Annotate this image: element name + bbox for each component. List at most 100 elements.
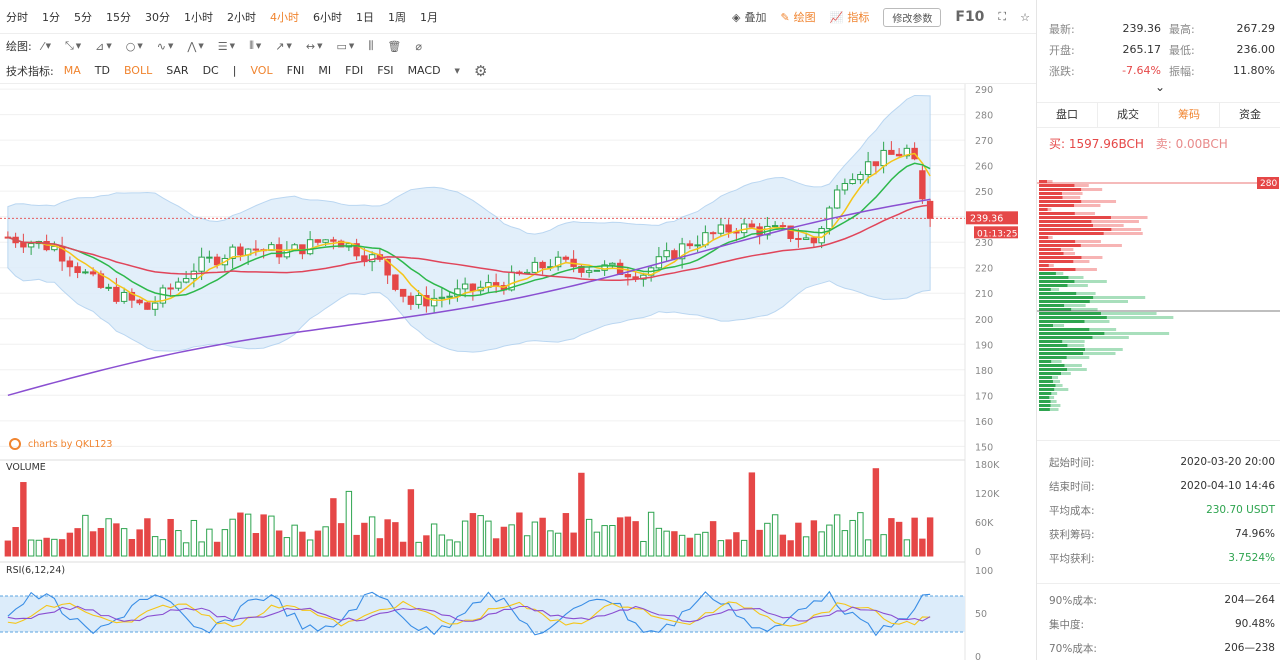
indicator-button[interactable]: 📈 指标 [830, 9, 870, 25]
tab-1[interactable]: 成交 [1098, 103, 1159, 127]
rsi12-line [7, 600, 931, 628]
candle-body [322, 239, 329, 243]
volume-bar [446, 539, 453, 557]
wave-tool-icon[interactable]: ∿ ▼ [156, 39, 174, 53]
tab-0[interactable]: 盘口 [1037, 103, 1098, 127]
expand-chevron-icon[interactable]: ⌄ [1155, 80, 1166, 94]
volume-bar [911, 517, 918, 557]
candle-body [423, 295, 430, 307]
timeframe-9[interactable]: 1日 [356, 10, 374, 24]
timeframe-6[interactable]: 2小时 [227, 10, 256, 24]
volume-bar [322, 526, 329, 557]
indicator-boll[interactable]: BOLL [123, 64, 153, 77]
timeframe-4[interactable]: 30分 [145, 10, 170, 24]
chip-bar [1039, 216, 1111, 219]
favorite-star-icon[interactable]: ☆ [1020, 10, 1030, 24]
volume-bar [500, 526, 508, 557]
indicator-fsi[interactable]: FSI [377, 64, 394, 77]
fullscreen-icon[interactable]: ⛶ [998, 10, 1007, 23]
tab-3[interactable]: 资金 [1220, 103, 1280, 127]
panel-tabs: 盘口 成交 筹码 资金 [1037, 102, 1280, 128]
indicators-dropdown-icon[interactable]: ▼ [454, 66, 460, 75]
low-value: 236.00 [1236, 43, 1276, 56]
candle-body [82, 271, 89, 274]
gann-tool-icon[interactable]: ⦀ ▼ [249, 39, 262, 52]
modify-params-button[interactable]: 修改参数 [883, 7, 942, 27]
indicator-fdi[interactable]: FDI [345, 64, 364, 77]
timeframe-11[interactable]: 1月 [420, 10, 438, 24]
volume-bar [4, 540, 12, 557]
timeframe-3[interactable]: 15分 [106, 10, 131, 24]
bars-tool-icon[interactable]: ⫼ [368, 39, 374, 52]
volume-bar [523, 535, 531, 557]
indicator-mi[interactable]: MI [318, 64, 332, 77]
indicator-fni[interactable]: FNI [286, 64, 305, 77]
candle-body [686, 243, 694, 247]
chip-bar [1039, 340, 1063, 343]
fib-tool-icon[interactable]: ☰ ▼ [217, 39, 236, 53]
volume-bar [58, 539, 66, 557]
volume-bar [461, 520, 469, 557]
volume-bar [105, 518, 112, 557]
layers-icon: ◈ [731, 10, 741, 24]
chip-bar [1039, 364, 1065, 367]
channel-tool-icon[interactable]: ⊿ ▼ [95, 39, 112, 53]
indicator-sar[interactable]: SAR [166, 64, 189, 77]
candle-body [771, 225, 779, 228]
volume-axis-label: 0 [975, 547, 981, 558]
stat-label: 70%成本: [1049, 642, 1097, 655]
pattern-tool-icon[interactable]: ⋀ ▼ [187, 39, 204, 53]
chip-bar [1039, 280, 1075, 283]
volume-bar [392, 522, 399, 557]
stat-label: 获利筹码: [1049, 528, 1095, 541]
timeframe-0[interactable]: 分时 [6, 10, 28, 24]
volume-bar [740, 539, 748, 557]
timeframe-10[interactable]: 1周 [388, 10, 406, 24]
volume-bar [51, 538, 58, 557]
timeframe-2[interactable]: 5分 [74, 10, 92, 24]
arrow-tool-icon[interactable]: ↗ ▼ [275, 39, 292, 53]
timeframe-8[interactable]: 6小时 [313, 10, 342, 24]
volume-bar [306, 539, 314, 557]
candle-body [562, 256, 570, 260]
indicator-ma[interactable]: MA [63, 64, 81, 77]
volume-bar [624, 516, 632, 557]
rsi-axis-label: 100 [975, 566, 993, 577]
overlay-button[interactable]: ◈ 叠加 [732, 9, 766, 25]
volume-bar [175, 530, 182, 557]
line-tool-icon[interactable]: ⁄ ▼ [41, 39, 51, 53]
draw-button[interactable]: ✎ 绘图 [780, 9, 815, 25]
volume-bar [399, 541, 407, 557]
measure-tool-icon[interactable]: ↔ ▼ [305, 39, 323, 53]
volume-bar [717, 540, 725, 557]
chip-bar [1039, 192, 1062, 195]
indicator-vol[interactable]: VOL [250, 64, 273, 77]
volume-bar [128, 539, 136, 557]
trash-icon[interactable]: 🗑 [387, 39, 402, 53]
eraser-icon[interactable]: ⌀ [415, 39, 422, 53]
note-tool-icon[interactable]: ▭ ▼ [336, 39, 355, 53]
timeframe-1[interactable]: 1分 [42, 10, 60, 24]
stat-label: 平均获利: [1049, 552, 1095, 565]
indicator-dc[interactable]: DC [202, 64, 219, 77]
volume-bar [221, 529, 229, 557]
stat-row: 平均成本: 230.70 USDT [1049, 498, 1275, 522]
settings-gear-icon[interactable]: ⚙ [473, 61, 488, 80]
timeframe-5[interactable]: 1小时 [184, 10, 213, 24]
indicators-label: 技术指标: [6, 64, 54, 78]
timeframe-7[interactable]: 4小时 [270, 10, 299, 24]
volume-bar [74, 528, 81, 557]
volume-bar [213, 541, 221, 557]
indicator-macd[interactable]: MACD [407, 64, 441, 77]
indicator-td[interactable]: TD [94, 64, 110, 77]
price-chart[interactable]: 2902802702602502402302202102001901801701… [0, 84, 1036, 660]
circle-tool-icon[interactable]: ○ ▼ [125, 39, 143, 53]
tab-2[interactable]: 筹码 [1159, 103, 1220, 127]
ma10-line [7, 162, 931, 297]
ray-tool-icon[interactable]: ⤡ ▼ [64, 39, 82, 52]
f10-button[interactable]: F10 [955, 9, 985, 25]
pen-icon: ✎ [780, 10, 790, 24]
chip-bar [1039, 188, 1082, 191]
chip-bar [1039, 268, 1076, 271]
